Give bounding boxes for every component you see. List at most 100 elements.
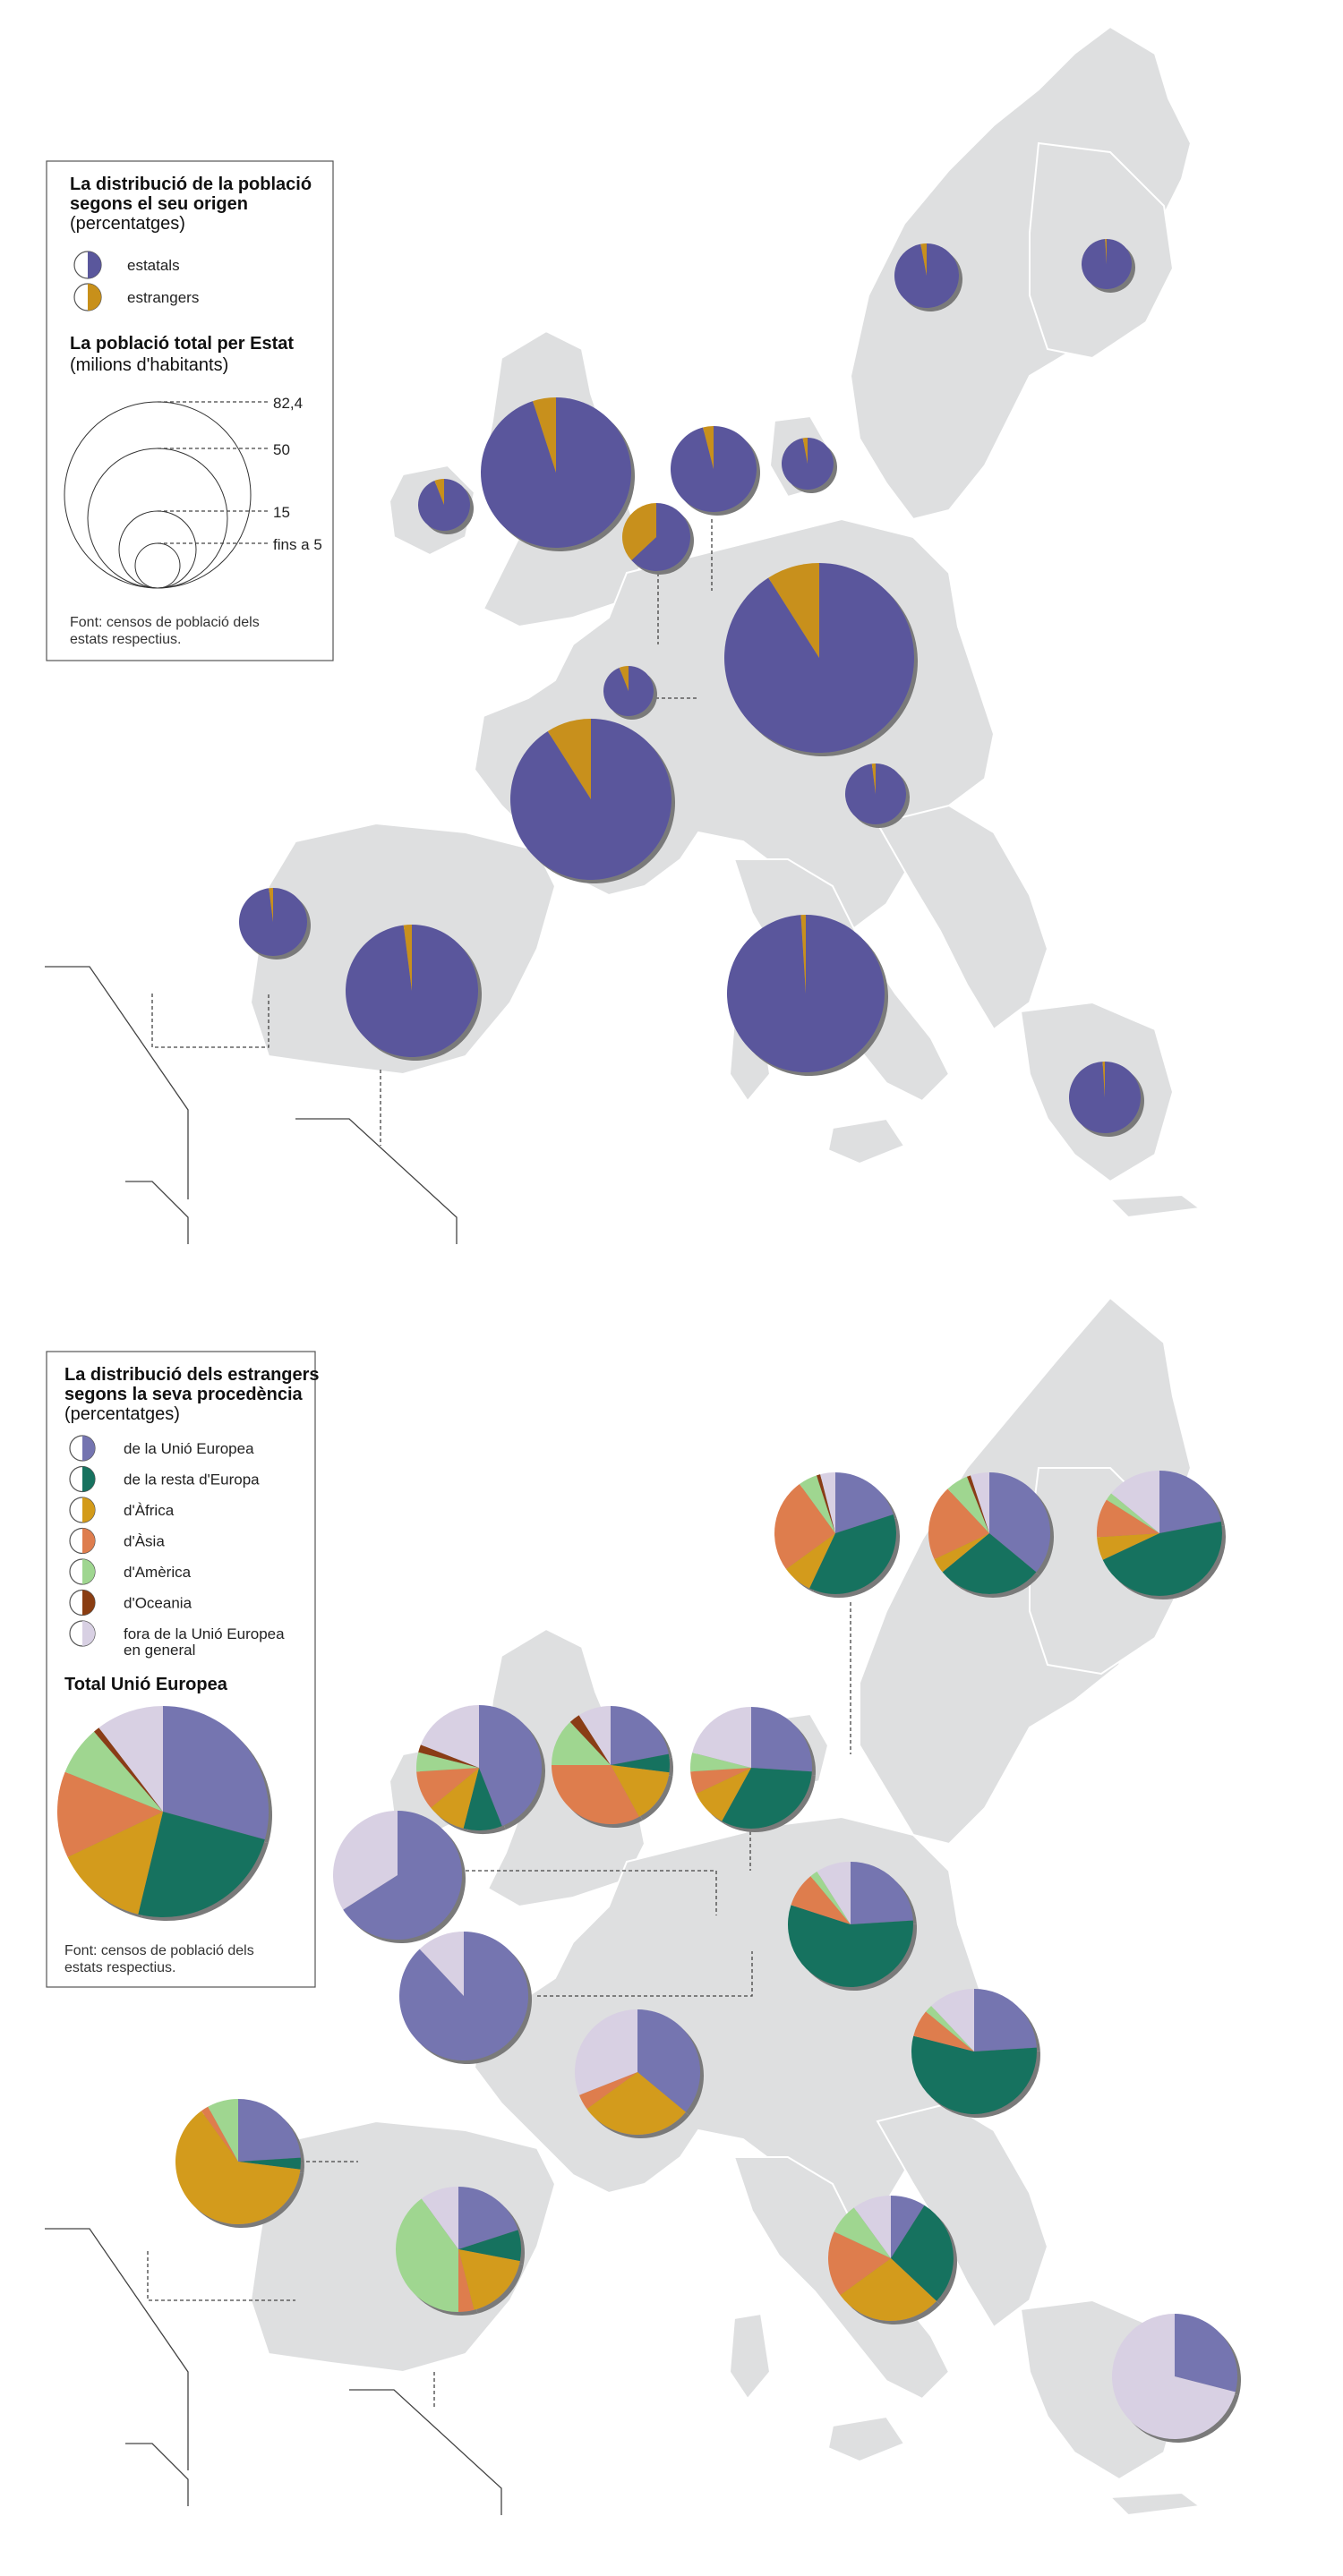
pie-origin-2 (1081, 239, 1132, 290)
legend-africa-label: d'Àfrica (124, 1502, 175, 1519)
pie-foreigners-13-slice-america (396, 2198, 458, 2312)
pie-foreigners-1-slice-fora_ue (820, 1472, 835, 1533)
pie-origin-8 (724, 563, 915, 753)
pie-foreigners-4-slice-asia (416, 1768, 479, 1808)
pie-foreigners-4-slice-america (416, 1752, 479, 1772)
pie-foreigners-12 (175, 2099, 301, 2224)
pie-origin-5-slice-estrangers (703, 426, 714, 469)
land-balkans (876, 804, 1049, 1031)
legend-estrangers-label: estrangers (127, 289, 199, 306)
pie-origin-6-slice-statals (782, 438, 834, 490)
pie-foreigners-14-slice-resta_europa (891, 2205, 954, 2301)
legend-1-key-statals: estatals (73, 251, 180, 279)
legend-2-source-1: Font: censos de població dels (64, 1943, 254, 1958)
pie-foreigners-4 (416, 1705, 542, 1830)
inset-frame-3 (125, 1181, 189, 1244)
pie-origin-13-slice-statals (345, 925, 478, 1057)
pie-foreigners-11-slice-asia (913, 2011, 974, 2051)
legend-statals-swatch (88, 252, 101, 278)
land-sicily-2 (826, 2415, 906, 2463)
legend-2-title-1: La distribució dels estrangers (64, 1365, 320, 1385)
pie-origin-8-slice-estrangers (768, 563, 819, 658)
pie-foreigners-9-slice-ue (398, 1932, 528, 2061)
pie-origin-9-slice-estrangers (619, 666, 629, 691)
pie-foreigners-10 (574, 2009, 700, 2135)
pie-foreigners-3-slice-fora_ue (1111, 1471, 1159, 1533)
pie-foreigners-5-slice-america (552, 1721, 611, 1765)
legend-statals-label: estatals (127, 257, 180, 274)
legend-2-subtitle: (percentatges) (64, 1404, 180, 1424)
pie-origin-10 (510, 719, 672, 880)
legend-fora_ue-label: fora de la Unió Europea (124, 1625, 285, 1642)
pie-foreigners-6-slice-ue (751, 1706, 812, 1772)
size-label-5: fins a 5 (273, 536, 322, 553)
land-scandinavia (849, 25, 1193, 521)
pie-foreigners-5-slice-africa (611, 1765, 670, 1817)
pie-foreigners-6-slice-fora_ue (692, 1707, 751, 1768)
land-sicily (826, 1117, 906, 1165)
pie-origin-greece-slice-estrangers (1102, 1062, 1105, 1097)
pie-origin-12-slice-statals (238, 888, 307, 956)
legend-population-origin: La distribució de la població segons el … (46, 160, 334, 661)
pie-origin-12 (238, 888, 307, 956)
pie-foreigners-14-slice-fora_ue (853, 2196, 891, 2258)
pie-total-ue-chart-slice-fora_ue (98, 1706, 163, 1812)
pies-population (238, 239, 1142, 1133)
pie-foreigners-11-slice-resta_europa (911, 2035, 1037, 2115)
pie-foreigners-8 (787, 1862, 913, 1987)
pie-foreigners-14-slice-ue (891, 2196, 925, 2258)
pie-foreigners-3 (1097, 1471, 1222, 1597)
land-sardinia-2 (728, 2312, 772, 2401)
pie-origin-12-slice-estrangers (269, 888, 273, 922)
legend-estrangers-swatch (88, 284, 101, 311)
legend-asia-swatch (82, 1528, 95, 1554)
size-label-82: 82,4 (273, 395, 303, 412)
pie-origin-2-slice-estrangers (1105, 239, 1107, 264)
inset-frame-6 (125, 2443, 189, 2506)
pie-total-ue (56, 1706, 269, 1917)
legend-2-item-africa: d'Àfrica (69, 1497, 175, 1523)
pie-foreigners-8-slice-america (810, 1871, 851, 1924)
pie-foreigners-12-slice-america (208, 2099, 238, 2162)
legend-resta_europa-swatch (82, 1466, 95, 1492)
pie-foreigners-2-slice-resta_europa (942, 1533, 1037, 1594)
legend-oceania-swatch (82, 1590, 95, 1616)
pie-foreigners-11-slice-fora_ue (931, 1989, 974, 2051)
pie-foreigners-2 (928, 1472, 1050, 1594)
pie-foreigners-7-slice-ue (343, 1811, 462, 1940)
pie-foreigners-3-slice-america (1106, 1493, 1159, 1533)
pie-foreigners-10-slice-asia (578, 2072, 637, 2110)
pie-foreigners-12-slice-asia (201, 2106, 238, 2162)
pie-origin-14 (726, 915, 885, 1073)
pie-origin-7 (621, 503, 690, 572)
pie-foreigners-3-slice-asia (1097, 1499, 1159, 1538)
pie-total-ue-chart-slice-asia (56, 1771, 163, 1857)
pie-foreigners-13-slice-africa (458, 2249, 520, 2310)
pie-foreigners-1-slice-oceania (816, 1474, 835, 1533)
pie-origin-13-slice-estrangers (403, 925, 412, 991)
pie-foreigners-9-slice-fora_ue (419, 1932, 464, 1996)
legend-1-subtitle: (percentatges) (70, 214, 185, 234)
legend-1-source-2: estats respectius. (70, 632, 182, 647)
legend-asia-label: d'Àsia (124, 1533, 165, 1550)
pie-foreigners-5-slice-fora_ue (578, 1706, 611, 1765)
pie-foreigners-6 (690, 1706, 812, 1830)
size-label-50: 50 (273, 441, 290, 458)
pie-origin-7-slice-estrangers (621, 503, 656, 561)
pie-foreigners-6-slice-asia (690, 1768, 751, 1794)
pie-foreigners-12-slice-ue (238, 2099, 301, 2162)
pie-foreigners-12-slice-africa (175, 2111, 301, 2224)
pie-origin-11 (844, 763, 906, 825)
pie-foreigners-1-slice-africa (785, 1533, 835, 1589)
pie-origin-14-slice-statals (726, 915, 885, 1073)
pie-origin-6 (782, 438, 834, 490)
legend-oceania-label: d'Oceania (124, 1595, 192, 1612)
pie-foreigners-12-slice-resta_europa (238, 2157, 301, 2170)
pie-foreigners-1-slice-ue (835, 1472, 894, 1533)
pie-foreigners-2-slice-america (947, 1476, 989, 1533)
legend-foreigners-origin: La distribució dels estrangers segons la… (46, 1351, 320, 1988)
pie-foreigners-6-slice-africa (696, 1768, 751, 1821)
pie-foreigners-2-slice-fora_ue (970, 1472, 989, 1533)
legend-1-size-title: La població total per Estat (70, 334, 294, 354)
